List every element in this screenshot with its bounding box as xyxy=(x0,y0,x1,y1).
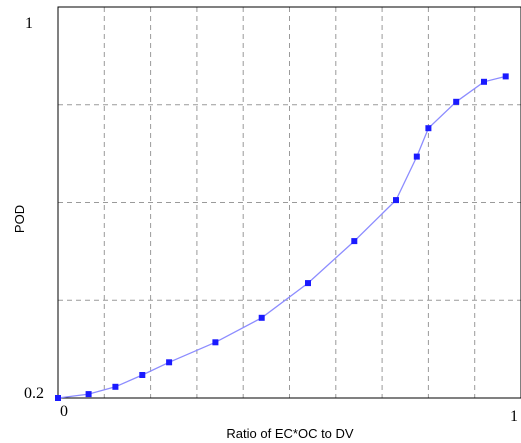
x-axis-title: Ratio of EC*OC to DV xyxy=(226,426,353,441)
data-point xyxy=(502,73,509,80)
data-point xyxy=(139,372,146,378)
data-points xyxy=(55,73,509,401)
data-point xyxy=(112,383,119,390)
data-point xyxy=(393,197,399,204)
plot-frame xyxy=(57,6,521,399)
data-point xyxy=(55,395,61,401)
y-axis-title: POD xyxy=(12,205,27,233)
data-point xyxy=(413,153,420,160)
y-tick-label-min: 0.2 xyxy=(24,385,44,402)
data-point xyxy=(351,238,358,245)
y-tick-label-max: 1 xyxy=(25,15,33,32)
data-point xyxy=(425,125,432,132)
series-line xyxy=(57,75,506,399)
data-point xyxy=(166,359,173,366)
data-point xyxy=(85,391,92,398)
grid xyxy=(58,7,521,398)
data-point xyxy=(481,78,487,85)
x-tick-label-min: 0 xyxy=(60,403,68,420)
data-point xyxy=(258,314,265,321)
data-point xyxy=(212,339,219,346)
data-point xyxy=(305,280,311,287)
x-tick-label-max: 1 xyxy=(510,408,518,425)
data-point xyxy=(453,98,460,105)
